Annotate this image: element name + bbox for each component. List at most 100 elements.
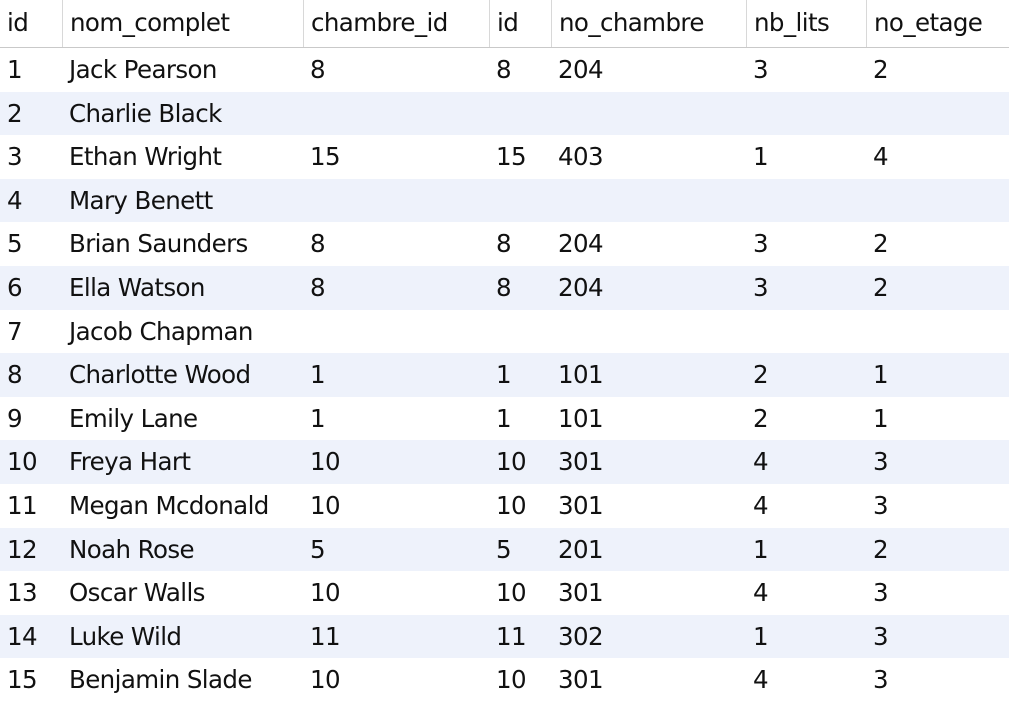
table-row[interactable]: 1 Jack Pearson 8 8 204 3 2 (0, 48, 1009, 92)
cell-no-chambre[interactable]: 101 (558, 403, 604, 433)
cell-chambre-id[interactable]: 8 (310, 229, 326, 259)
cell-no-etage[interactable]: 1 (873, 360, 889, 390)
cell-id[interactable]: 13 (7, 578, 38, 608)
cell-chambre-id[interactable]: 10 (310, 665, 341, 695)
table-row[interactable]: 5 Brian Saunders 8 8 204 3 2 (0, 222, 1009, 266)
cell-no-chambre[interactable]: 302 (558, 621, 604, 651)
cell-nb-lits[interactable]: 4 (753, 665, 769, 695)
cell-chambre-id[interactable]: 10 (310, 490, 341, 520)
cell-id[interactable]: 2 (7, 98, 23, 128)
cell-nom-complet[interactable]: Charlie Black (69, 98, 222, 128)
cell-id[interactable]: 11 (7, 490, 38, 520)
cell-id[interactable]: 9 (7, 403, 23, 433)
cell-nb-lits[interactable]: 1 (753, 142, 769, 172)
cell-chambre-table-id[interactable]: 15 (496, 142, 527, 172)
table-row[interactable]: 14 Luke Wild 11 11 302 1 3 (0, 614, 1009, 659)
table-row[interactable]: 3 Ethan Wright 15 15 403 1 4 (0, 135, 1009, 179)
cell-no-etage[interactable]: 2 (873, 229, 889, 259)
cell-nom-complet[interactable]: Benjamin Slade (69, 665, 252, 695)
cell-nb-lits[interactable]: NULL (746, 92, 866, 136)
cell-nom-complet[interactable]: Jack Pearson (69, 55, 217, 84)
cell-nom-complet[interactable]: Emily Lane (69, 403, 198, 433)
cell-no-etage[interactable]: 3 (873, 447, 889, 477)
cell-id[interactable]: 4 (7, 185, 23, 215)
cell-no-chambre[interactable]: 204 (558, 55, 604, 84)
cell-chambre-id[interactable]: NULL (303, 310, 489, 354)
table-row[interactable]: 12 Noah Rose 5 5 201 1 2 (0, 527, 1009, 572)
cell-no-etage[interactable]: 3 (873, 665, 889, 695)
cell-chambre-id[interactable]: 8 (310, 55, 326, 84)
cell-chambre-id[interactable]: NULL (303, 179, 489, 223)
cell-chambre-id[interactable]: 1 (310, 403, 326, 433)
cell-nb-lits[interactable]: NULL (746, 310, 866, 354)
cell-chambre-table-id[interactable]: 8 (496, 55, 512, 84)
cell-no-chambre[interactable]: 301 (558, 665, 604, 695)
cell-nom-complet[interactable]: Charlotte Wood (69, 360, 251, 390)
cell-chambre-table-id[interactable]: 10 (496, 665, 527, 695)
column-header-chambre-table-id[interactable]: id (489, 0, 551, 47)
cell-nb-lits[interactable]: 2 (753, 403, 769, 433)
column-header-nom-complet[interactable]: nom_complet (62, 0, 303, 47)
cell-no-chambre[interactable]: 101 (558, 360, 604, 390)
cell-id[interactable]: 3 (7, 142, 23, 172)
cell-no-etage[interactable]: 3 (873, 490, 889, 520)
cell-nom-complet[interactable]: Brian Saunders (69, 229, 248, 259)
cell-nom-complet[interactable]: Oscar Walls (69, 578, 205, 608)
table-row[interactable]: 15 Benjamin Slade 10 10 301 4 3 (0, 658, 1009, 702)
cell-no-chambre[interactable]: 204 (558, 229, 604, 259)
cell-no-etage[interactable]: 2 (873, 272, 889, 302)
cell-id[interactable]: 1 (7, 55, 23, 84)
cell-nom-complet[interactable]: Luke Wild (69, 621, 182, 651)
cell-no-etage[interactable]: NULL (866, 310, 1009, 354)
cell-nb-lits[interactable]: 2 (753, 360, 769, 390)
cell-chambre-table-id[interactable]: NULL (489, 92, 551, 136)
cell-chambre-id[interactable]: 10 (310, 447, 341, 477)
cell-no-etage[interactable]: 2 (873, 55, 889, 84)
cell-chambre-table-id[interactable]: 5 (496, 534, 512, 564)
table-row[interactable]: 8 Charlotte Wood 1 1 101 2 1 (0, 353, 1009, 397)
cell-chambre-table-id[interactable]: 10 (496, 490, 527, 520)
cell-id[interactable]: 7 (7, 316, 23, 346)
cell-no-chambre[interactable]: 301 (558, 490, 604, 520)
cell-id[interactable]: 15 (7, 665, 38, 695)
cell-no-etage[interactable]: 4 (873, 142, 889, 172)
cell-id[interactable]: 14 (7, 621, 38, 651)
cell-no-etage[interactable]: 2 (873, 534, 889, 564)
cell-chambre-table-id[interactable]: 1 (496, 403, 512, 433)
cell-chambre-id[interactable]: 8 (310, 272, 326, 302)
cell-chambre-table-id[interactable]: 8 (496, 272, 512, 302)
cell-chambre-id[interactable]: 11 (310, 621, 341, 651)
cell-chambre-table-id[interactable]: 1 (496, 360, 512, 390)
cell-chambre-table-id[interactable]: 11 (496, 621, 527, 651)
cell-no-chambre[interactable]: NULL (551, 179, 746, 223)
cell-no-chambre[interactable]: 204 (558, 272, 604, 302)
cell-chambre-table-id[interactable]: NULL (489, 310, 551, 354)
table-row[interactable]: 9 Emily Lane 1 1 101 2 1 (0, 397, 1009, 441)
cell-chambre-id[interactable]: 5 (310, 534, 326, 564)
column-header-id[interactable]: id (7, 8, 29, 37)
cell-nb-lits[interactable]: 4 (753, 490, 769, 520)
cell-no-etage[interactable]: 3 (873, 621, 889, 651)
cell-id[interactable]: 6 (7, 272, 23, 302)
cell-nb-lits[interactable]: 1 (753, 534, 769, 564)
cell-id[interactable]: 12 (7, 534, 38, 564)
table-row[interactable]: 6 Ella Watson 8 8 204 3 2 (0, 265, 1009, 310)
cell-no-chambre[interactable]: 301 (558, 447, 604, 477)
cell-nb-lits[interactable]: NULL (746, 179, 866, 223)
cell-nom-complet[interactable]: Ethan Wright (69, 142, 222, 172)
cell-chambre-table-id[interactable]: 10 (496, 447, 527, 477)
cell-no-etage[interactable]: NULL (866, 179, 1009, 223)
cell-no-chambre[interactable]: 403 (558, 142, 604, 172)
cell-chambre-table-id[interactable]: 10 (496, 578, 527, 608)
cell-nb-lits[interactable]: 1 (753, 621, 769, 651)
cell-no-chambre[interactable]: NULL (551, 92, 746, 136)
cell-nom-complet[interactable]: Ella Watson (69, 272, 205, 302)
cell-id[interactable]: 8 (7, 360, 23, 390)
cell-no-etage[interactable]: 3 (873, 578, 889, 608)
cell-nom-complet[interactable]: Jacob Chapman (69, 316, 253, 346)
cell-chambre-id[interactable]: NULL (303, 92, 489, 136)
cell-chambre-table-id[interactable]: 8 (496, 229, 512, 259)
